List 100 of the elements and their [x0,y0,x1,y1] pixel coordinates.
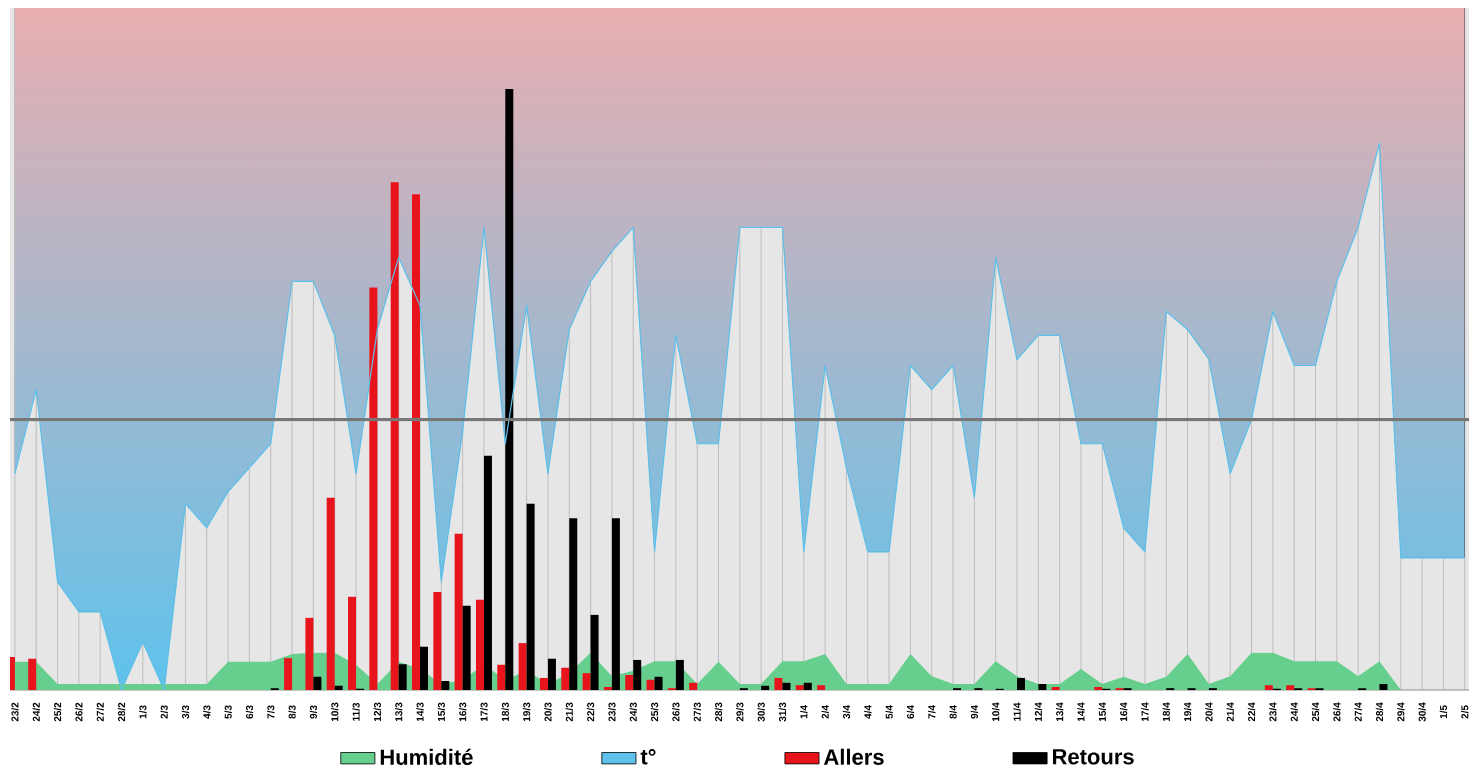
x-tick-label: 8/3 [288,705,296,719]
x-tick-label: 1/3 [139,705,147,719]
legend-label: t° [640,749,656,765]
bar [284,658,293,690]
bar [505,89,514,690]
x-tick-label: 22/4 [1247,702,1256,722]
x-tick-label: 21/4 [1226,702,1234,722]
bar [689,682,698,690]
bar [1038,683,1047,690]
x-tick-label: 23/4 [1269,702,1277,722]
x-tick-label: 15/3 [437,702,446,722]
x-tick-label: 28/3 [714,702,723,722]
x-tick-label: 26/4 [1333,702,1341,722]
bar [1264,685,1273,690]
x-tick-label: 28/4 [1375,702,1384,722]
bar [475,599,484,690]
x-tick-label: 27/2 [96,702,104,722]
bar [518,643,527,690]
bar [611,518,620,690]
x-tick-label: 10/3 [331,702,339,722]
x-tick-label: 8/4 [949,705,957,719]
bar [646,679,655,690]
x-tick-label: 20/3 [544,702,552,722]
bar [1017,677,1026,690]
bar [412,194,421,690]
x-tick-label: 4/3 [203,705,211,719]
bar [28,658,37,690]
bar [561,667,570,690]
bar [795,685,804,690]
x-tick-label: 31/3 [778,702,787,722]
x-tick-label: 24/4 [1290,702,1298,722]
x-tick-label: 28/2 [117,702,126,722]
bar [390,182,399,690]
x-tick-label: 25/3 [650,702,659,722]
x-tick-label: 29/4 [1397,702,1405,722]
x-tick-label: 23/2 [11,702,19,722]
x-tick-label: 13/3 [394,702,403,722]
bar [654,676,663,690]
x-tick-label: 5/4 [885,705,893,719]
bar [539,677,548,690]
x-tick-label: 26/3 [672,702,680,722]
x-tick-label: 9/4 [970,705,979,719]
bar [305,617,314,690]
x-tick-label: 11/4 [1013,702,1021,721]
x-tick-label: 14/3 [416,702,424,722]
bar [398,664,407,690]
bar [547,658,556,690]
legend-label: Retours [1052,749,1134,765]
x-tick-label: 6/4 [906,705,915,719]
x-tick-label: 1/5 [1439,705,1448,719]
bar [334,685,343,690]
x-tick-label: 2/5 [1461,705,1469,719]
bar [803,682,812,690]
bar [1379,683,1388,690]
x-tick-label: 27/4 [1354,702,1362,722]
x-tick-label: 29/3 [736,702,744,722]
bar [462,605,471,690]
x-tick-label: 10/4 [991,702,1000,722]
x-tick-label: 20/4 [1205,702,1213,722]
x-tick-label: 16/4 [1119,702,1128,722]
x-tick-label: 12/3 [373,702,382,722]
x-tick-label: 3/4 [842,705,851,719]
x-tick-label: 22/3 [586,702,595,722]
x-tick-label: 26/2 [75,702,83,722]
bar [369,287,378,690]
bar [433,592,442,690]
x-tick-label: 16/3 [458,702,467,722]
x-tick-label: 12/4 [1034,702,1043,722]
x-tick-label: 13/4 [1055,702,1064,722]
x-tick-label: 4/4 [864,705,872,719]
bar [625,674,634,690]
x-tick-label: 17/4 [1141,702,1149,722]
x-tick-label: 21/3 [565,702,573,722]
x-tick-label: 23/3 [608,702,616,722]
bar [582,673,591,690]
x-tick-label: 11/3 [352,702,360,721]
x-tick-label: 9/3 [309,705,318,719]
bar [569,518,578,690]
bar [313,676,322,690]
bar [326,497,335,690]
bar [817,685,826,690]
x-tick-label: 19/4 [1183,702,1192,722]
x-tick-label: 30/3 [757,702,765,722]
bar [348,596,357,690]
bar [1051,686,1060,690]
x-tick-label: 18/3 [501,702,510,722]
x-tick-label: 14/4 [1077,702,1085,722]
x-tick-label: 1/4 [800,705,808,719]
bar [420,646,429,690]
x-tick-label: 18/4 [1162,702,1170,722]
bar [774,677,783,690]
legend-label: Humidité [380,748,473,765]
bar [483,455,492,690]
x-tick-label: 2/4 [821,705,829,719]
x-tick-label: 3/3 [181,705,190,719]
bar [782,682,791,690]
x-tick-label: 17/3 [480,702,488,722]
x-tick-label: 15/4 [1098,702,1106,722]
bar [675,659,684,690]
x-tick-label: 27/3 [693,702,701,722]
